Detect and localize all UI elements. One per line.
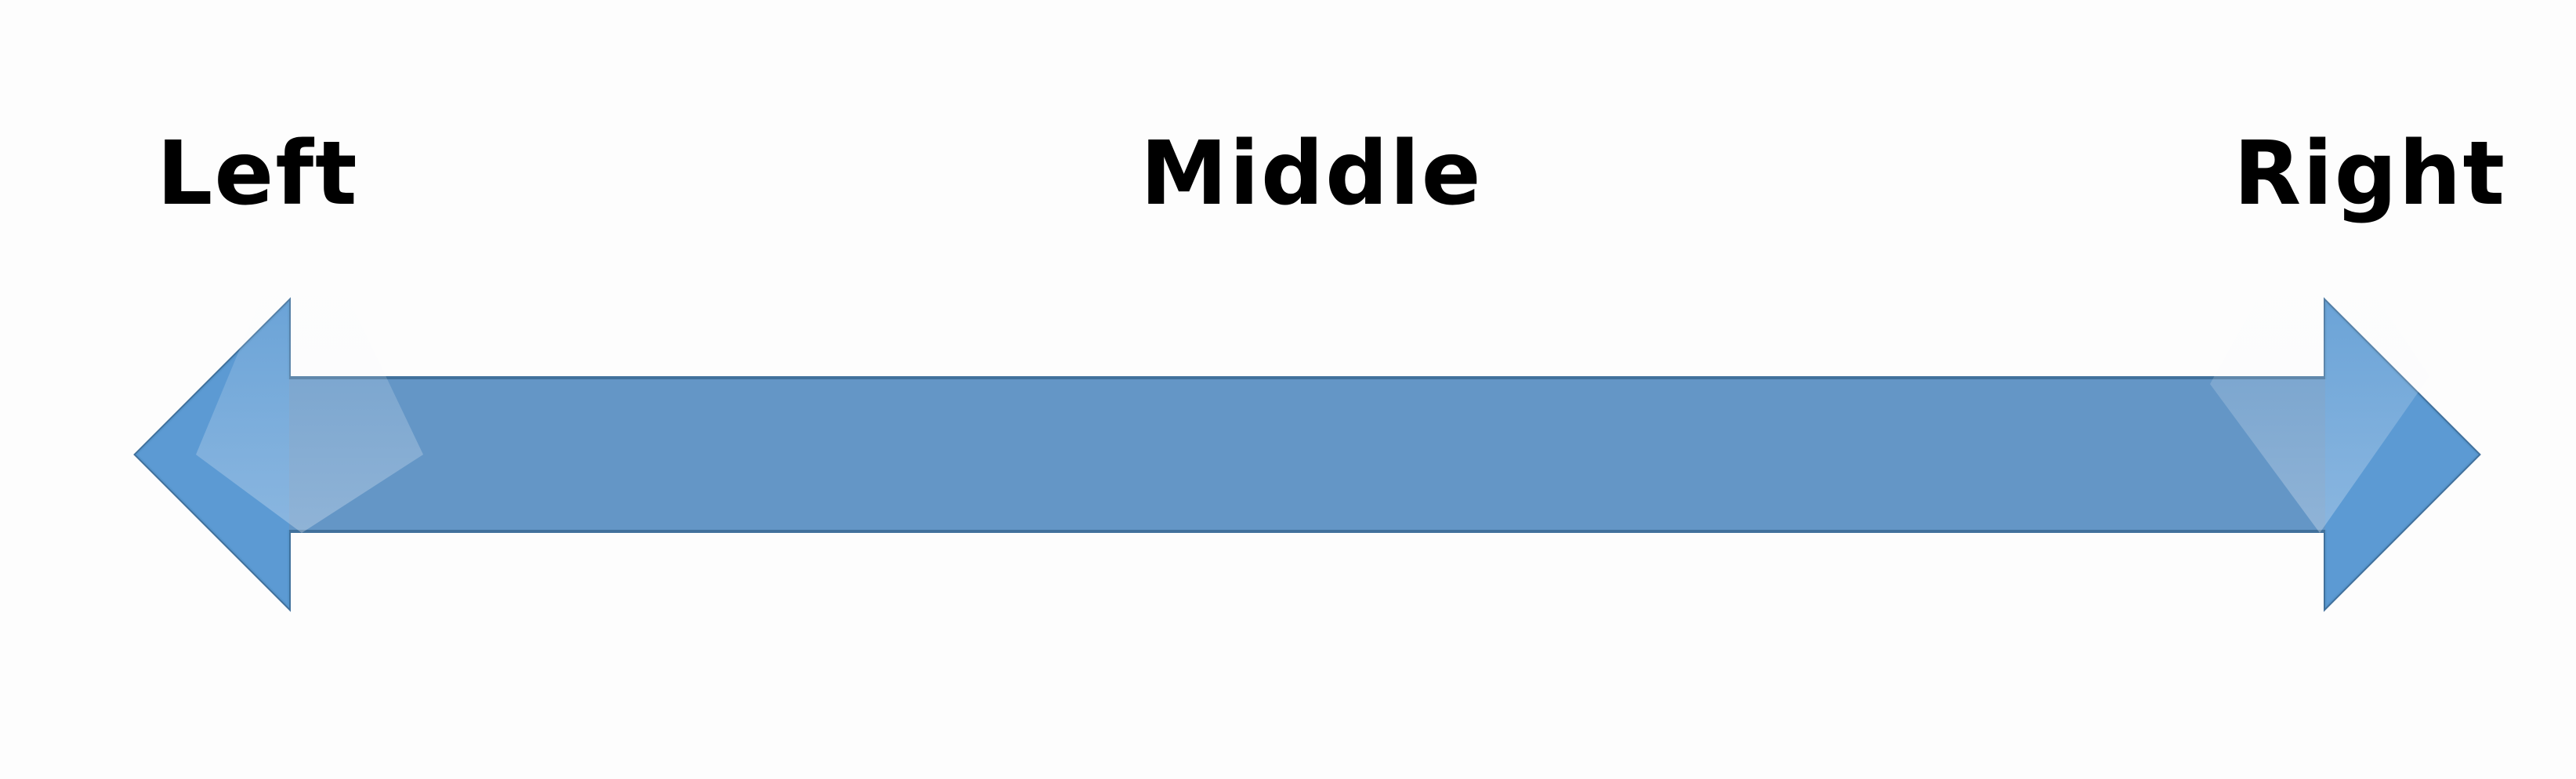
right-light-cone: [2210, 200, 2429, 533]
label-right: Right: [2234, 123, 2507, 225]
label-left: Left: [157, 123, 359, 225]
label-middle: Middle: [1140, 123, 1483, 225]
left-light-cone: [196, 200, 423, 533]
arrow-shape: [133, 297, 2481, 612]
